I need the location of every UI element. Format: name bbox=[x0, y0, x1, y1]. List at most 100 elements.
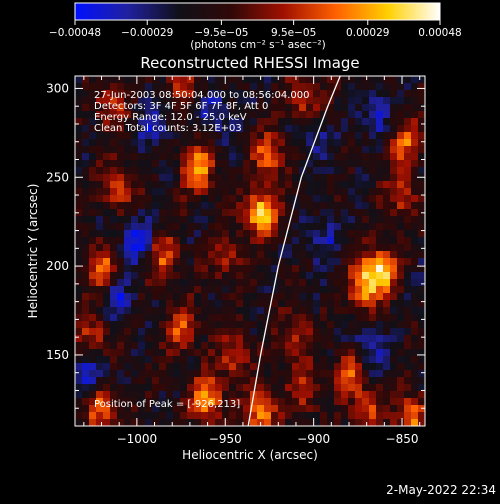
heatmap-cell bbox=[159, 370, 167, 378]
colorbar-tick-label: 0.00048 bbox=[418, 27, 461, 39]
heatmap-cell bbox=[152, 118, 160, 126]
heatmap-cell bbox=[187, 314, 195, 322]
heatmap-cell bbox=[355, 258, 363, 266]
heatmap-cell bbox=[145, 335, 153, 343]
heatmap-cell bbox=[222, 181, 230, 189]
heatmap-cell bbox=[96, 244, 104, 252]
heatmap-cell bbox=[180, 349, 188, 357]
heatmap-cell bbox=[124, 272, 132, 280]
heatmap-cell bbox=[313, 153, 321, 161]
heatmap-cell bbox=[208, 300, 216, 308]
heatmap-cell bbox=[320, 314, 328, 322]
heatmap-cell bbox=[271, 412, 279, 420]
heatmap-cell bbox=[173, 377, 181, 385]
heatmap-cell bbox=[187, 223, 195, 231]
heatmap-cell bbox=[411, 174, 419, 182]
heatmap-cell bbox=[243, 293, 251, 301]
heatmap-cell bbox=[96, 412, 104, 420]
heatmap-cell bbox=[229, 230, 237, 238]
heatmap-cell bbox=[250, 314, 258, 322]
heatmap-cell bbox=[411, 335, 419, 343]
heatmap-cell bbox=[285, 244, 293, 252]
heatmap-cell bbox=[145, 146, 153, 154]
heatmap-cell bbox=[173, 160, 181, 168]
heatmap-cell bbox=[194, 405, 202, 413]
heatmap-cell bbox=[362, 349, 370, 357]
heatmap-cell bbox=[201, 335, 209, 343]
heatmap-cell bbox=[173, 307, 181, 315]
heatmap-cell bbox=[369, 223, 377, 231]
heatmap-cell bbox=[110, 300, 118, 308]
heatmap-cell bbox=[397, 321, 405, 329]
heatmap-cell bbox=[376, 83, 384, 91]
heatmap-cell bbox=[411, 132, 419, 140]
heatmap-cell bbox=[243, 167, 251, 175]
heatmap-cell bbox=[327, 377, 335, 385]
heatmap-cell bbox=[418, 188, 425, 196]
heatmap-cell bbox=[194, 272, 202, 280]
heatmap-cell bbox=[138, 272, 146, 280]
heatmap-cell bbox=[271, 167, 279, 175]
heatmap-cell bbox=[341, 412, 349, 420]
heatmap-cell bbox=[285, 167, 293, 175]
heatmap-cell bbox=[250, 237, 258, 245]
heatmap-cell bbox=[89, 405, 97, 413]
heatmap-cell bbox=[187, 167, 195, 175]
heatmap-cell bbox=[376, 419, 384, 426]
heatmap-cell bbox=[229, 307, 237, 315]
heatmap-cell bbox=[194, 118, 202, 126]
heatmap-cell bbox=[341, 307, 349, 315]
heatmap-cell bbox=[124, 216, 132, 224]
heatmap-cell bbox=[194, 153, 202, 161]
heatmap-cell bbox=[271, 209, 279, 217]
heatmap-cell bbox=[75, 237, 83, 245]
heatmap-cell bbox=[390, 321, 398, 329]
heatmap-cell bbox=[264, 125, 272, 133]
heatmap-cell bbox=[418, 167, 425, 175]
heatmap-cell bbox=[348, 363, 356, 371]
heatmap-cell bbox=[320, 111, 328, 119]
heatmap-cell bbox=[264, 202, 272, 210]
heatmap-cell bbox=[82, 209, 90, 217]
heatmap-cell bbox=[208, 83, 216, 91]
heatmap-cell bbox=[327, 356, 335, 364]
heatmap-cell bbox=[376, 97, 384, 105]
heatmap-cell bbox=[306, 272, 314, 280]
heatmap-cell bbox=[194, 286, 202, 294]
heatmap-cell bbox=[306, 181, 314, 189]
heatmap-cell bbox=[285, 314, 293, 322]
heatmap-cell bbox=[243, 202, 251, 210]
heatmap-cell bbox=[362, 181, 370, 189]
heatmap-cell bbox=[348, 300, 356, 308]
heatmap-cell bbox=[306, 153, 314, 161]
heatmap-cell bbox=[89, 237, 97, 245]
heatmap-cell bbox=[138, 125, 146, 133]
heatmap-cell bbox=[110, 405, 118, 413]
heatmap-cell bbox=[327, 195, 335, 203]
heatmap-cell bbox=[110, 188, 118, 196]
heatmap-cell bbox=[194, 216, 202, 224]
heatmap-cell bbox=[152, 132, 160, 140]
heatmap-cell bbox=[82, 118, 90, 126]
heatmap-cell bbox=[404, 349, 412, 357]
heatmap-cell bbox=[187, 118, 195, 126]
heatmap-cell bbox=[145, 174, 153, 182]
heatmap-cell bbox=[180, 398, 188, 406]
heatmap-cell bbox=[264, 412, 272, 420]
heatmap-cell bbox=[173, 349, 181, 357]
heatmap-cell bbox=[201, 293, 209, 301]
heatmap-cell bbox=[194, 76, 202, 84]
heatmap-cell bbox=[159, 384, 167, 392]
heatmap-cell bbox=[96, 286, 104, 294]
heatmap-cell bbox=[215, 139, 223, 147]
heatmap-cell bbox=[173, 244, 181, 252]
heatmap-cell bbox=[404, 223, 412, 231]
heatmap-cell bbox=[348, 405, 356, 413]
heatmap-cell bbox=[341, 195, 349, 203]
heatmap-cell bbox=[397, 342, 405, 350]
heatmap-cell bbox=[75, 90, 83, 98]
heatmap-cell bbox=[229, 391, 237, 399]
heatmap-cell bbox=[341, 132, 349, 140]
heatmap-cell bbox=[110, 167, 118, 175]
heatmap-cell bbox=[390, 209, 398, 217]
